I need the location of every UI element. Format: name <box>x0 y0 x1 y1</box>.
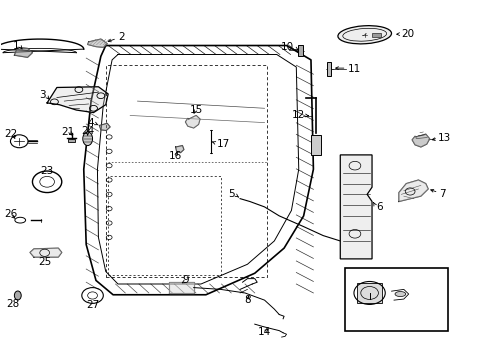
Polygon shape <box>99 123 110 131</box>
Ellipse shape <box>338 26 392 44</box>
Polygon shape <box>340 155 372 259</box>
Bar <box>357 283 382 303</box>
Text: 19: 19 <box>363 321 376 331</box>
Bar <box>311 135 321 155</box>
Text: 9: 9 <box>182 275 189 285</box>
Text: 7: 7 <box>440 189 446 199</box>
Text: 14: 14 <box>258 327 271 337</box>
Text: 12: 12 <box>292 110 305 120</box>
Text: 13: 13 <box>438 133 451 143</box>
Polygon shape <box>399 180 428 202</box>
Polygon shape <box>14 47 32 57</box>
Bar <box>68 139 75 142</box>
Text: 11: 11 <box>347 64 361 74</box>
Polygon shape <box>412 134 430 147</box>
Text: 21: 21 <box>62 127 75 136</box>
Polygon shape <box>185 116 200 128</box>
Text: 24: 24 <box>81 126 94 135</box>
Bar <box>327 62 331 76</box>
Bar <box>298 45 303 56</box>
Ellipse shape <box>83 132 93 145</box>
Text: 18: 18 <box>385 323 398 333</box>
Text: 16: 16 <box>169 150 182 161</box>
Bar <box>372 33 381 37</box>
Polygon shape <box>175 145 184 153</box>
Text: 3: 3 <box>39 90 46 100</box>
Text: 22: 22 <box>4 129 17 139</box>
Ellipse shape <box>395 292 406 297</box>
Polygon shape <box>88 39 107 47</box>
Polygon shape <box>30 248 62 257</box>
Text: 20: 20 <box>401 29 415 39</box>
Polygon shape <box>169 282 194 293</box>
Text: 23: 23 <box>41 166 54 176</box>
Text: 28: 28 <box>6 299 20 309</box>
Text: 8: 8 <box>244 295 251 305</box>
Text: 1: 1 <box>13 41 19 50</box>
Text: 5: 5 <box>229 189 235 199</box>
Text: 6: 6 <box>376 202 383 212</box>
Text: 27: 27 <box>86 300 99 310</box>
Polygon shape <box>47 87 108 113</box>
Text: 15: 15 <box>190 105 203 115</box>
Text: 2: 2 <box>118 32 124 42</box>
Bar <box>345 268 448 330</box>
Text: 4: 4 <box>88 118 95 128</box>
Text: 26: 26 <box>4 209 17 219</box>
Text: 17: 17 <box>217 139 230 149</box>
Text: 25: 25 <box>38 257 51 267</box>
Ellipse shape <box>14 291 21 300</box>
Text: 10: 10 <box>281 42 294 52</box>
